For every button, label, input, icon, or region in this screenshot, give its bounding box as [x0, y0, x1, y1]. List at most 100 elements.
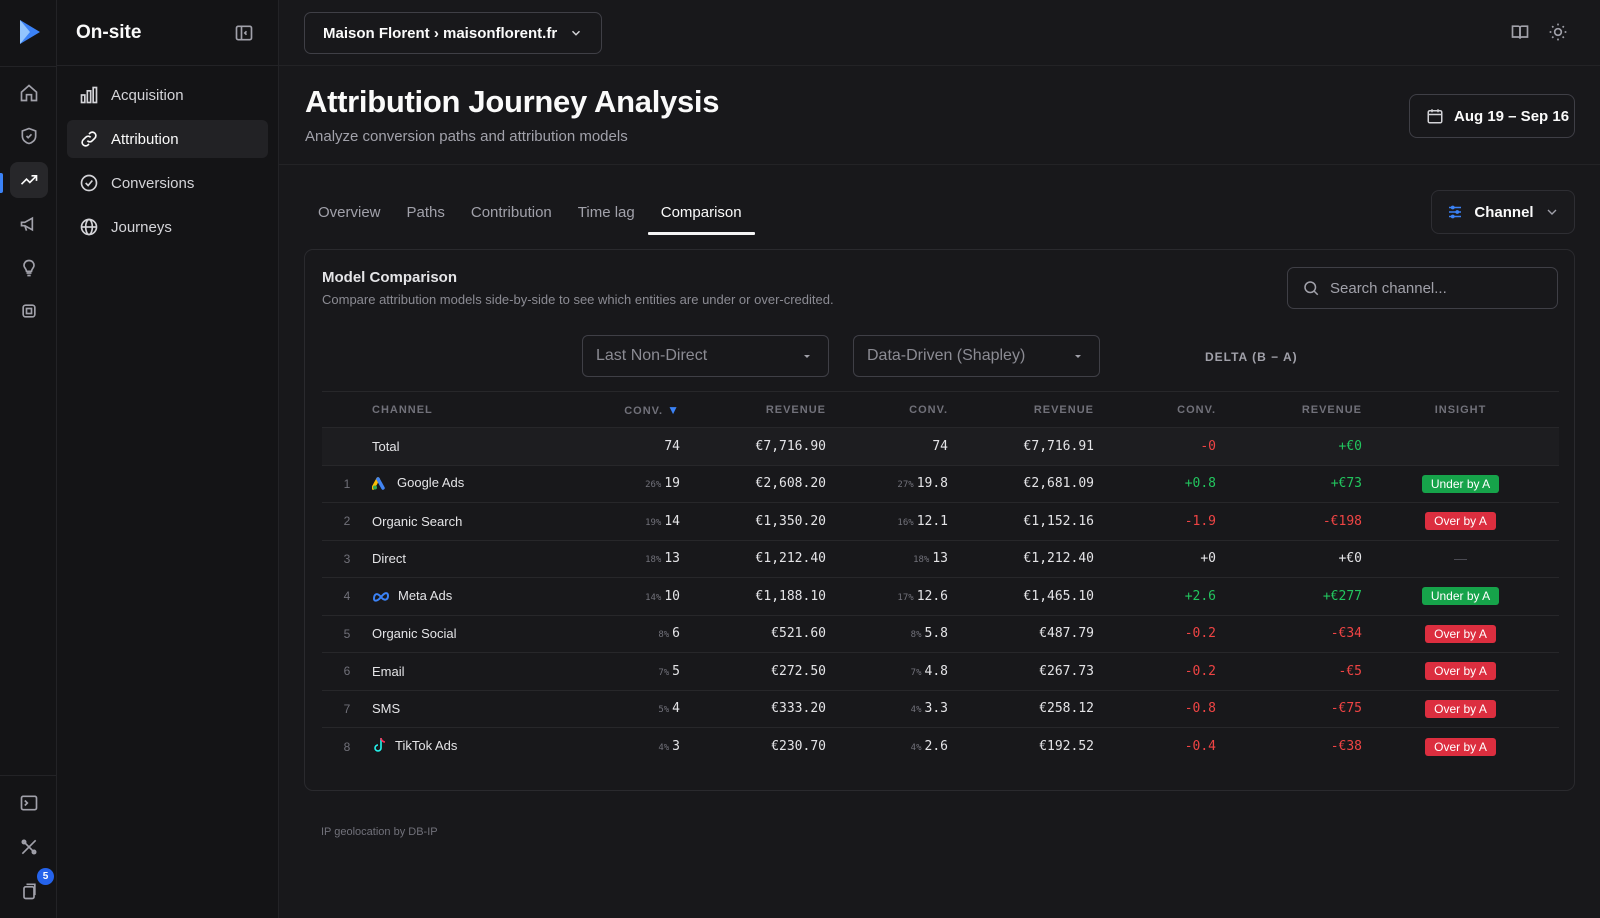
a-share-pct: 14%: [645, 592, 662, 603]
meta-icon: [372, 591, 390, 602]
check-circle-icon: [80, 174, 98, 192]
search-input[interactable]: [1330, 279, 1530, 297]
tab-overview[interactable]: Overview: [318, 204, 381, 221]
caret-down-icon: [1075, 355, 1081, 358]
channel-cell: Meta Ads: [372, 588, 452, 603]
b-revenue-value: €1,212.40: [948, 539, 1094, 578]
icon-rail: 5: [0, 0, 57, 918]
channel-cell: Organic Social: [372, 626, 457, 641]
table-row[interactable]: 6 Email 7% 5 €272.50 7% 4.8 €267.73 -0.2 -€5 Over …: [322, 652, 1559, 690]
sidebar-item-conversions[interactable]: Conversions: [67, 164, 268, 202]
lightbulb-icon[interactable]: [10, 250, 48, 286]
delta-revenue-value: -€198: [1216, 502, 1362, 540]
delta-revenue-value: +€0: [1216, 539, 1362, 578]
b-share-pct: 4%: [910, 743, 922, 753]
sidebar-item-label: Conversions: [111, 174, 195, 192]
b-share-pct: 7%: [910, 667, 922, 678]
b-share-pct: 27%: [897, 480, 914, 491]
channel-name: TikTok Ads: [395, 737, 458, 753]
channel-name: Email: [372, 663, 405, 679]
row-index: 1: [322, 464, 372, 503]
channel-filter-button[interactable]: Channel: [1431, 190, 1575, 234]
total-label: Total: [372, 438, 400, 454]
tools-icon[interactable]: [10, 829, 48, 865]
row-index: 6: [322, 652, 372, 690]
search-box[interactable]: [1287, 267, 1558, 309]
model-b-select[interactable]: Data-Driven (Shapley): [853, 335, 1100, 377]
channel-name: SMS: [372, 701, 401, 717]
column-header-channel[interactable]: CHANNEL: [372, 391, 577, 428]
sidebar-item-attribution[interactable]: Attribution: [67, 120, 268, 158]
table-row[interactable]: 8 TikTok Ads 4% 3 €230.70 4% 2.6 €192.52 -0.4 -€3…: [322, 727, 1559, 765]
model-b-label: Data-Driven (Shapley): [867, 347, 1026, 364]
megaphone-icon[interactable]: [10, 206, 48, 242]
shield-icon[interactable]: [10, 118, 48, 154]
channel-name: Google Ads: [397, 474, 465, 490]
column-header-b-conv[interactable]: CONV.: [826, 391, 948, 428]
book-icon[interactable]: [1510, 22, 1530, 42]
row-index: 2: [322, 502, 372, 540]
column-header-a-revenue[interactable]: REVENUE: [680, 391, 826, 428]
app-logo-icon[interactable]: [18, 18, 42, 46]
tiktok-icon: [374, 737, 386, 752]
a-share-pct: 8%: [658, 630, 670, 641]
total-row: Total 74 €7,716.90 74 €7,716.91 -0 +€0: [322, 427, 1559, 465]
model-a-select[interactable]: Last Non-Direct: [582, 335, 829, 377]
sidebar-item-journeys[interactable]: Journeys: [67, 208, 268, 246]
delta-header: DELTA (B − A): [1205, 350, 1298, 364]
documents-icon[interactable]: [10, 873, 48, 909]
b-share-pct: 16%: [897, 517, 914, 528]
table-row[interactable]: 3 Direct 18% 13 €1,212.40 18% 13 €1,212.40 +0 +€0…: [322, 539, 1559, 578]
a-conv-value: 10: [664, 588, 680, 604]
tab-paths[interactable]: Paths: [406, 204, 445, 221]
table-row[interactable]: 2 Organic Search 19% 14 €1,350.20 16% 12.1 €1,1…: [322, 502, 1559, 540]
tab-contribution[interactable]: Contribution: [470, 204, 552, 221]
terminal-icon[interactable]: [10, 785, 48, 821]
table-row[interactable]: 5 Organic Social 8% 6 €521.60 8% 5.8 €487.79 -0.…: [322, 614, 1559, 653]
sun-icon[interactable]: [1548, 22, 1568, 42]
column-header-delta-conv[interactable]: CONV.: [1094, 391, 1216, 428]
a-share-pct: 18%: [645, 555, 662, 566]
site-selector[interactable]: Maison Florent › maisonflorent.fr: [304, 12, 602, 54]
b-conv-value: 2.6: [924, 739, 948, 754]
table-row[interactable]: 7 SMS 5% 4 €333.20 4% 3.3 €258.12 -0.8 -€75 Over b…: [322, 689, 1559, 728]
column-header-delta-revenue[interactable]: REVENUE: [1216, 391, 1362, 428]
column-header-label: CONV.: [624, 404, 664, 417]
column-header-b-revenue[interactable]: REVENUE: [948, 391, 1094, 428]
b-share-pct: 17%: [897, 592, 914, 603]
b-revenue-value: €487.79: [948, 614, 1094, 653]
collapse-sidebar-icon[interactable]: [234, 23, 254, 43]
delta-conv-value: -0.2: [1094, 652, 1216, 690]
b-revenue-value: €7,716.91: [948, 427, 1094, 465]
a-conv-value: 19: [664, 476, 680, 492]
trending-up-icon[interactable]: [10, 162, 48, 198]
a-revenue-value: €333.20: [680, 689, 826, 728]
tab-comparison[interactable]: Comparison: [647, 200, 755, 235]
row-index: 4: [322, 577, 372, 615]
tab-time-lag[interactable]: Time lag: [577, 204, 635, 221]
date-range-button[interactable]: Aug 19 – Sep 16: [1409, 94, 1575, 138]
sort-desc-icon: ▼: [667, 402, 680, 417]
tab-bar: Overview Paths Contribution Time lag Com…: [305, 200, 755, 235]
comparison-table: CHANNEL CONV. ▼ REVENUE CONV. REVENUE CO…: [322, 391, 1559, 765]
a-conv-value: 4: [672, 701, 680, 717]
column-header-a-conv[interactable]: CONV. ▼: [577, 391, 680, 428]
index-header: [322, 391, 372, 428]
b-share-pct: 18%: [913, 555, 930, 566]
b-conv-value: 5.8: [924, 626, 948, 642]
table-row[interactable]: 4 Meta Ads 14% 10 €1,188.10 17% 12.6 €1,465.10 +…: [322, 577, 1559, 615]
delta-revenue-value: -€5: [1216, 652, 1362, 690]
b-conv-value: 74: [826, 427, 948, 465]
b-revenue-value: €267.73: [948, 652, 1094, 690]
notification-badge: 5: [37, 868, 54, 885]
sidebar-item-acquisition[interactable]: Acquisition: [67, 76, 268, 114]
a-revenue-value: €1,188.10: [680, 577, 826, 615]
b-revenue-value: €1,152.16: [948, 502, 1094, 540]
b-share-pct: 4%: [910, 705, 922, 716]
delta-revenue-value: -€34: [1216, 614, 1362, 653]
chip-icon[interactable]: [10, 293, 48, 329]
sidebar-item-label: Attribution: [111, 130, 179, 148]
table-row[interactable]: 1 Google Ads 26% 19 €2,608.20 27% 19.8 €2,681.0…: [322, 464, 1559, 503]
home-icon[interactable]: [10, 75, 48, 111]
b-revenue-value: €2,681.09: [948, 464, 1094, 503]
